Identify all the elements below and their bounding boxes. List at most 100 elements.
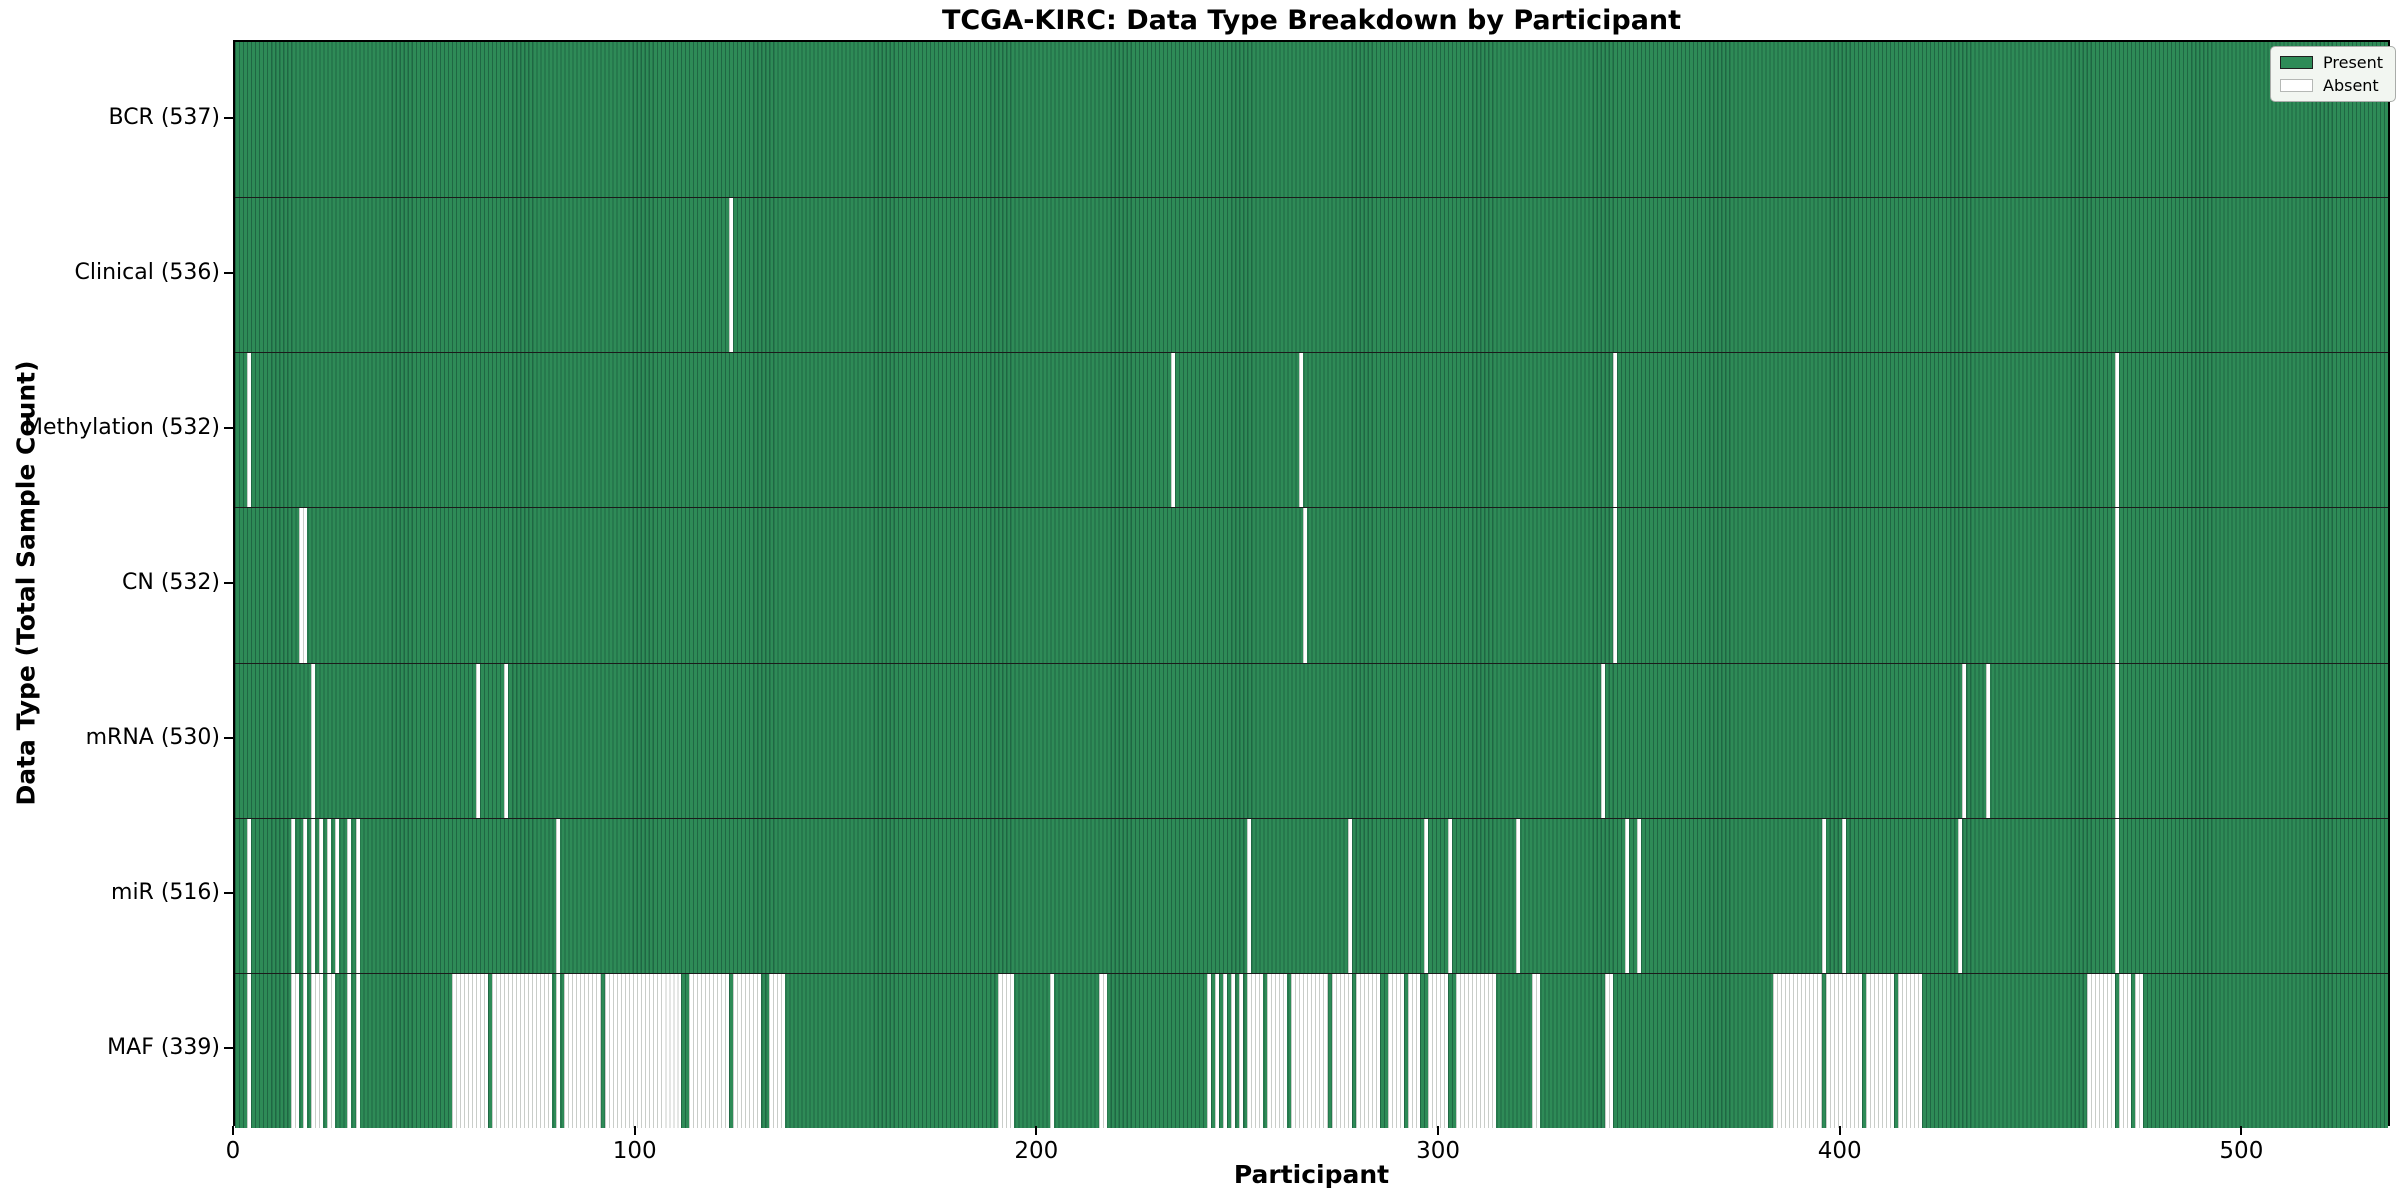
x-tick-label: 0: [225, 1138, 241, 1164]
absent-stripe: [729, 198, 734, 353]
absent-stripe: [564, 973, 601, 1128]
y-tick-label-maf: MAF (339): [107, 1035, 220, 1061]
absent-stripe: [2114, 663, 2119, 818]
absent-stripe: [1636, 818, 1641, 973]
absent-stripe: [2134, 973, 2143, 1128]
legend-label: Present: [2323, 53, 2384, 72]
absent-stripe: [1773, 973, 1822, 1128]
absent-stripe: [1516, 818, 1521, 973]
absent-stripe: [688, 973, 730, 1128]
absent-stripe: [303, 973, 308, 1128]
absent-stripe: [733, 973, 762, 1128]
absent-stripe: [1624, 818, 1629, 973]
absent-stripe: [1303, 508, 1308, 663]
absent-stripe: [319, 818, 324, 973]
y-tick-mark: [224, 271, 233, 274]
absent-stripe: [1299, 353, 1304, 508]
x-tick-label: 100: [612, 1138, 657, 1164]
x-tick-label: 300: [1416, 1138, 1460, 1164]
absent-stripe: [1387, 973, 1404, 1128]
absent-stripe: [1098, 973, 1107, 1128]
absent-stripe: [1231, 973, 1236, 1128]
x-tick-mark: [2240, 1126, 2243, 1135]
y-tick-label-mir: miR (516): [111, 880, 220, 906]
absent-stripe: [327, 973, 336, 1128]
x-tick-label: 400: [1817, 1138, 1862, 1164]
absent-stripe: [311, 663, 316, 818]
absent-stripe: [327, 818, 332, 973]
absent-stripe: [1612, 353, 1617, 508]
absent-stripe: [1532, 973, 1541, 1128]
x-tick-mark: [1035, 1126, 1038, 1135]
y-tick-mark: [224, 116, 233, 119]
x-axis-label: Participant: [1233, 1160, 1390, 1189]
absent-stripe: [1303, 973, 1328, 1128]
absent-stripe: [1407, 973, 1420, 1128]
y-tick-label-mrna: mRNA (530): [85, 725, 220, 751]
legend-item-present: Present: [2280, 54, 2383, 71]
absent-stripe: [299, 508, 308, 663]
absent-stripe: [1600, 663, 1605, 818]
absent-stripe: [311, 818, 316, 973]
absent-stripe: [2114, 508, 2119, 663]
absent-stripe: [1897, 973, 1923, 1128]
absent-stripe: [604, 973, 681, 1128]
x-tick-mark: [633, 1126, 636, 1135]
absent-stripe: [2114, 353, 2119, 508]
absent-stripe: [1247, 818, 1252, 973]
absent-stripe: [247, 973, 252, 1128]
absent-stripe: [1423, 818, 1428, 973]
absent-stripe: [1050, 973, 1055, 1128]
x-tick-label: 200: [1014, 1138, 1059, 1164]
absent-stripe: [247, 353, 252, 508]
absent-stripe: [335, 818, 340, 973]
absent-stripe: [1331, 973, 1352, 1128]
absent-stripe: [504, 663, 509, 818]
y-tick-label-clinical: Clinical (536): [74, 259, 220, 285]
absent-stripe: [1456, 973, 1497, 1128]
absent-stripe: [451, 973, 489, 1128]
chart-title: TCGA-KIRC: Data Type Breakdown by Partic…: [941, 5, 1682, 36]
x-tick-mark: [1437, 1126, 1440, 1135]
absent-stripe: [1215, 973, 1220, 1128]
absent-stripe: [355, 818, 360, 973]
absent-stripe: [476, 663, 481, 818]
absent-stripe: [1865, 973, 1894, 1128]
absent-stripe: [1170, 353, 1175, 508]
absent-stripe: [769, 973, 786, 1128]
legend-swatch-absent: [2280, 79, 2313, 92]
x-tick-label: 500: [2219, 1138, 2264, 1164]
absent-stripe: [291, 818, 296, 973]
x-tick-mark: [1838, 1126, 1841, 1135]
absent-stripe: [311, 973, 324, 1128]
y-tick-mark: [224, 892, 233, 895]
absent-stripe: [2114, 818, 2119, 973]
absent-stripe: [556, 818, 561, 973]
absent-stripe: [1207, 973, 1212, 1128]
absent-stripe: [1821, 818, 1826, 973]
absent-stripe: [1825, 973, 1862, 1128]
row-band-bcr: [235, 42, 2388, 198]
absent-stripe: [556, 973, 561, 1128]
row-band-cn: [235, 507, 2388, 663]
legend-item-absent: Absent: [2280, 77, 2383, 94]
absent-stripe: [1247, 973, 1264, 1128]
row-band-methylation: [235, 352, 2388, 508]
absent-stripe: [998, 973, 1015, 1128]
absent-stripe: [1427, 973, 1449, 1128]
row-band-mrna: [235, 662, 2388, 818]
absent-stripe: [1841, 818, 1846, 973]
row-band-clinical: [235, 197, 2388, 353]
absent-stripe: [1962, 663, 1967, 818]
y-tick-label-methylation: Methylation (532): [24, 414, 220, 440]
absent-stripe: [1291, 973, 1304, 1128]
absent-stripe: [1355, 973, 1380, 1128]
row-band-mir: [235, 817, 2388, 973]
absent-stripe: [355, 973, 360, 1128]
y-tick-mark: [224, 1047, 233, 1050]
absent-stripe: [2118, 973, 2131, 1128]
row-band-maf: [235, 972, 2388, 1128]
legend: Present Absent: [2270, 46, 2397, 102]
absent-stripe: [2086, 973, 2115, 1128]
